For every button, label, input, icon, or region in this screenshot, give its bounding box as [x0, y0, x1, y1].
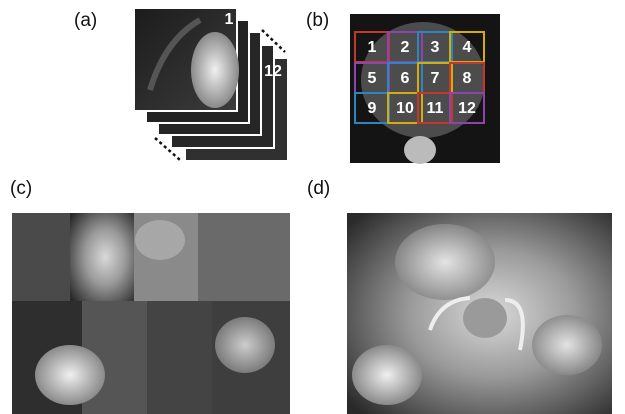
- tile-number: 3: [431, 39, 440, 56]
- tile-number: 12: [458, 100, 476, 117]
- tile-number: 9: [368, 100, 377, 117]
- slice-number: 1: [225, 11, 234, 28]
- tile-number: 10: [396, 100, 414, 117]
- panel-label: (d): [307, 178, 330, 199]
- tile-number: 4: [463, 39, 472, 56]
- stitched-image: [347, 213, 612, 414]
- mosaic-image: [12, 213, 290, 414]
- image-stack: 1 12: [134, 8, 288, 161]
- slice-number: 12: [264, 63, 282, 80]
- tile-number: 8: [463, 70, 472, 87]
- tile-number: 11: [427, 100, 444, 117]
- tile-number: 2: [401, 39, 410, 56]
- figure: (a) 1 12 (b) 123456789101112 (c) (d): [0, 0, 625, 414]
- panel-label: (a): [74, 10, 97, 31]
- tile-number: 6: [401, 70, 410, 87]
- panel-label: (b): [306, 10, 329, 31]
- tile-number: 5: [368, 70, 377, 87]
- panel-label: (c): [10, 178, 32, 199]
- tile-number: 1: [368, 39, 377, 56]
- tile-number: 7: [431, 70, 440, 87]
